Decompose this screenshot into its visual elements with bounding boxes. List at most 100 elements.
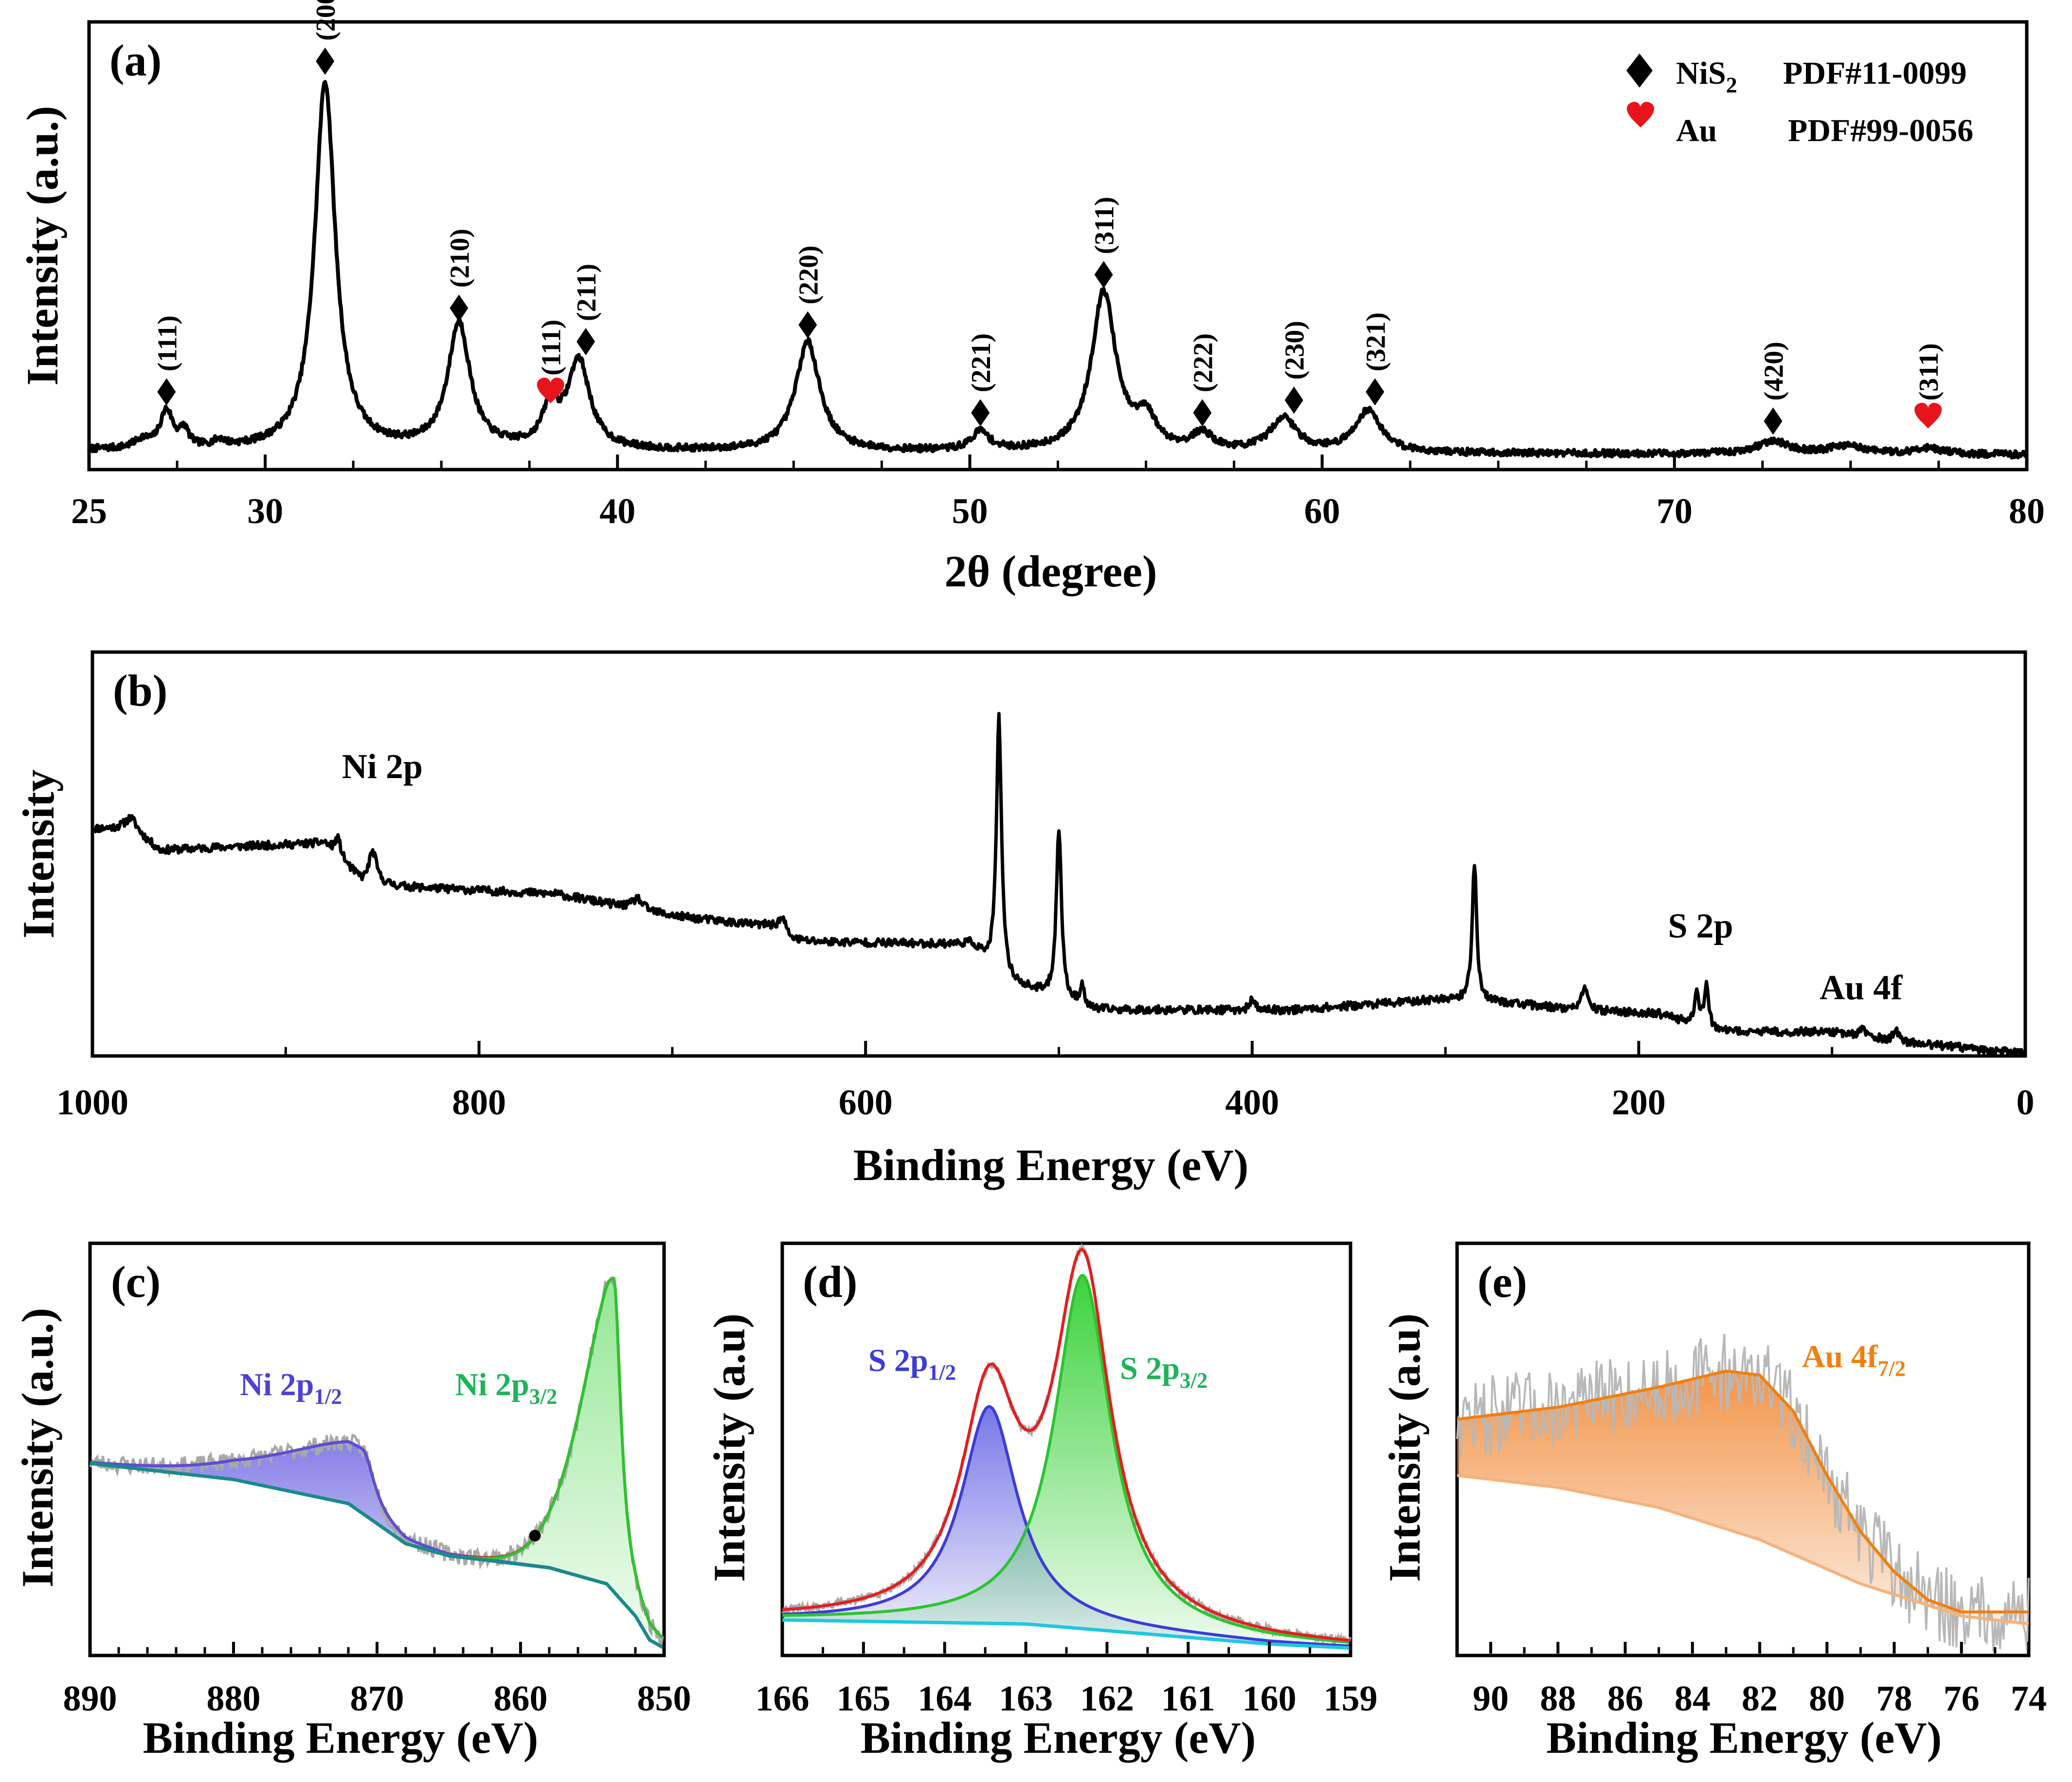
hkl-label: (222) — [1188, 333, 1218, 392]
peak-label-subscript: 3/2 — [529, 1384, 558, 1409]
x-tick-label: 1000 — [56, 1083, 128, 1123]
x-tick-label: 400 — [1225, 1083, 1279, 1123]
x-tick-label: 200 — [1612, 1083, 1666, 1123]
x-tick-label: 166 — [756, 1679, 810, 1719]
nis2-diamond-marker — [157, 378, 176, 406]
panel-b-xps-survey: 1000 800 600 400 200 0 Ni 2p S 2p Au 4f (b) Bin… — [14, 650, 2035, 1190]
legend-pdf-nis2: PDF#11-0099 — [1783, 55, 1967, 91]
peak-label-subscript: 1/2 — [928, 1361, 956, 1385]
x-tick-label: 163 — [999, 1679, 1053, 1719]
baseline-line — [1457, 1474, 2029, 1626]
hkl-label: (221) — [966, 333, 996, 392]
x-tick-label: 870 — [350, 1679, 404, 1719]
hkl-label: (200) — [311, 0, 341, 41]
peak-label-text: Ni 2p — [240, 1367, 314, 1402]
nis2-diamond-marker — [798, 311, 817, 339]
au-heart-marker — [1914, 402, 1942, 429]
plot-frame — [90, 650, 2027, 1058]
x-tick-label: 161 — [1161, 1679, 1215, 1719]
ni2p-spectrum — [89, 1276, 664, 1649]
hkl-label: (111) — [537, 320, 567, 376]
y-axis-title: Intensity (a.u.) — [18, 106, 67, 385]
x-tick-label: 25 — [71, 491, 107, 531]
peak-label: S 2p1/2 — [868, 1343, 956, 1385]
hkl-label: (210) — [445, 229, 475, 288]
x-tick-label: 30 — [247, 491, 283, 531]
peak-label-text: S 2p — [868, 1343, 928, 1379]
x-tick-labels: 166 165 164 163 162 161 160 159 — [756, 1679, 1378, 1719]
hkl-label: (230) — [1280, 321, 1310, 380]
y-axis-title: Intensity (a.u) — [1380, 1313, 1429, 1582]
panel-a-xrd: 25 30 40 50 60 70 80 (111)(200)(210)(111)(211)… — [18, 0, 2045, 596]
background-line — [90, 1461, 664, 1649]
x-ticks — [1456, 1642, 2030, 1654]
s2p12-fill — [782, 1406, 1351, 1648]
nis2-diamond-marker — [450, 294, 468, 322]
plot-frame — [88, 1241, 666, 1657]
legend-label-au: Au — [1676, 113, 1717, 148]
x-tick-label: 160 — [1243, 1679, 1297, 1719]
x-tick-label: 80 — [2009, 491, 2045, 531]
panel-letter: (e) — [1477, 1257, 1527, 1307]
peak-label-text: Ni 2p — [455, 1367, 529, 1402]
envelope-line — [1457, 1369, 2029, 1614]
panel-letter: (c) — [111, 1257, 161, 1307]
x-tick-label: 600 — [839, 1083, 893, 1123]
raw-data-line — [1456, 1333, 2030, 1652]
peak-labels: Ni 2p1/2 Ni 2p3/2 — [240, 1367, 557, 1409]
peak-labels: Au 4f7/2 — [1802, 1339, 1906, 1381]
hkl-label: (220) — [793, 245, 824, 304]
x-tick-label: 70 — [1657, 491, 1693, 531]
nis2-diamond-marker — [1094, 261, 1113, 289]
x-tick-label: 88 — [1540, 1679, 1576, 1719]
y-axis-title: Intensity (a.u.) — [13, 1308, 62, 1587]
x-tick-labels: 90 88 86 84 82 80 78 76 74 — [1473, 1679, 2047, 1719]
x-tick-label: 880 — [207, 1679, 261, 1719]
x-axis-title: Binding Energy (eV) — [861, 1713, 1256, 1763]
x-tick-label: 80 — [1809, 1679, 1845, 1719]
au-heart-marker — [537, 378, 564, 403]
nis2-diamond-marker — [1764, 407, 1783, 435]
legend-pdf-au: PDF#99-0056 — [1788, 113, 1973, 148]
x-axis-title: 2θ (degree) — [944, 546, 1157, 596]
au4f-spectrum — [1456, 1333, 2030, 1652]
panel-e-au4f: 90 88 86 84 82 80 78 76 74 Au 4f7/2 (e) Binding … — [1380, 1241, 2047, 1763]
hkl-label: (111) — [152, 315, 182, 371]
panel-letter: (d) — [803, 1257, 857, 1307]
x-tick-label: 0 — [2017, 1083, 2035, 1123]
satellite-dot — [529, 1529, 541, 1542]
nis2-diamond-marker — [1193, 399, 1212, 427]
plot-frame — [780, 1241, 1352, 1657]
x-axis-title: Binding Energy (eV) — [853, 1140, 1249, 1190]
x-axis-title: Binding Energy (eV) — [143, 1713, 539, 1763]
au4f-fill — [1457, 1371, 2029, 1624]
hkl-label: (321) — [1361, 312, 1391, 371]
peak-label-subscript: 7/2 — [1878, 1356, 1906, 1381]
x-tick-label: 159 — [1324, 1679, 1378, 1719]
legend-heart-marker — [1626, 102, 1655, 127]
x-tick-label: 860 — [494, 1679, 548, 1719]
panel-letter: (a) — [109, 36, 162, 85]
xps-survey-line — [91, 711, 2027, 1057]
peak-labels: S 2p1/2 S 2p3/2 — [868, 1343, 1208, 1393]
peak-label-text: Au 4f — [1802, 1339, 1878, 1374]
nis2-diamond-marker — [1366, 378, 1385, 406]
hkl-label: (211) — [572, 264, 602, 321]
hkl-label: (311) — [1914, 343, 1944, 400]
panel-letter: (b) — [113, 666, 167, 715]
element-label: Au 4f — [1820, 968, 1903, 1007]
x-tick-label: 76 — [1944, 1679, 1980, 1719]
x-tick-labels: 890 880 870 860 850 — [63, 1679, 691, 1719]
x-ticks — [91, 1041, 2027, 1055]
peak-annotations: (111)(200)(210)(111)(211) (220)(221)(311)… — [152, 0, 1944, 435]
hkl-label: (311) — [1090, 197, 1120, 254]
peak-label: Au 4f7/2 — [1802, 1339, 1906, 1381]
peak-label-subscript: 1/2 — [314, 1384, 342, 1409]
element-label: S 2p — [1668, 907, 1733, 946]
nis2-diamond-marker — [1284, 386, 1303, 414]
x-tick-label: 78 — [1876, 1679, 1912, 1719]
x-tick-label: 164 — [918, 1679, 972, 1719]
x-tick-label: 50 — [952, 491, 988, 531]
legend-nis2-subscript: 2 — [1726, 73, 1737, 97]
legend-nis2-text: NiS — [1676, 55, 1726, 91]
